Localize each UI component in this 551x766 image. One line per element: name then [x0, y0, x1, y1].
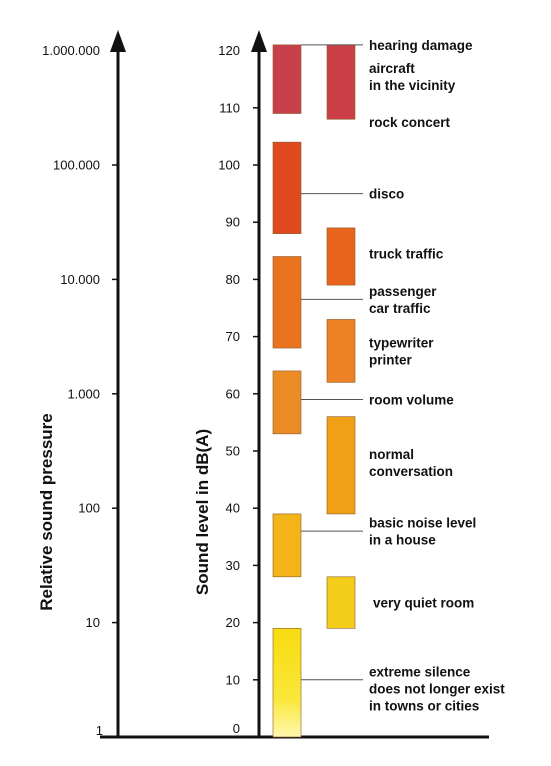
left-axis-title: Relative sound pressure [37, 413, 56, 610]
source-label: in towns or cities [369, 698, 479, 713]
source-label: aircraft [369, 61, 415, 76]
source-label: conversation [369, 464, 453, 479]
left-tick-label: 10.000 [60, 272, 100, 287]
right-tick-label: 50 [226, 444, 240, 459]
left-tick-label: 10 [86, 615, 100, 630]
source-label: disco [369, 187, 404, 202]
source-label: hearing damage [369, 38, 473, 53]
right-tick-label: 100 [218, 158, 240, 173]
left-axis-arrow [110, 30, 126, 52]
right-tick-label: 70 [226, 329, 240, 344]
pointer-lines [301, 44, 363, 681]
source-label: basic noise level [369, 516, 476, 531]
bar-disco [272, 141, 302, 234]
right-tick-label: 90 [226, 215, 240, 230]
source-label: normal [369, 447, 414, 462]
left-tick-label: 1.000 [67, 386, 100, 401]
right-tick-label: 20 [226, 615, 240, 630]
source-label: room volume [369, 393, 454, 408]
source-label: printer [369, 352, 413, 367]
bar-basic-noise-level-in-a-house [272, 513, 302, 578]
source-label: does not longer exist [369, 681, 505, 696]
bar-typewriter-printer [326, 319, 356, 383]
bar-truck-traffic [326, 227, 356, 286]
left-tick-label: 1.000.000 [42, 43, 100, 58]
left-axis-ticks: 1 10 100 1.000 10.000 100.000 1.000.000 [42, 43, 118, 738]
bar-passenger-car-traffic [272, 256, 302, 349]
left-tick-label: 100.000 [53, 158, 100, 173]
source-label: extreme silence [369, 664, 471, 679]
right-axis-arrow [251, 30, 267, 52]
source-label: car traffic [369, 301, 431, 316]
source-label: passenger [369, 284, 437, 299]
bar-extreme-silence-does-not-longer-exist-in-towns-or-cities [272, 628, 302, 738]
source-label: in the vicinity [369, 78, 456, 93]
sound-source-bars [272, 44, 356, 738]
source-label: in a house [369, 533, 436, 548]
source-label: truck traffic [369, 247, 444, 262]
bar-aircraft-in-the-vicinity [326, 44, 356, 120]
bar-room-volume [272, 370, 302, 435]
left-tick-label: 100 [78, 501, 100, 516]
bar-very-quiet-room [326, 576, 356, 629]
right-tick-label: 40 [226, 501, 240, 516]
source-label: very quiet room [373, 596, 474, 611]
right-tick-label: 30 [226, 558, 240, 573]
right-axis-ticks: 0 10 20 30 40 50 60 70 80 90 100 110 120 [218, 43, 259, 738]
right-tick-label: 110 [219, 100, 240, 115]
left-tick-label: 1 [96, 723, 103, 738]
right-axis-title: Sound level in dB(A) [193, 429, 212, 595]
bar-normal-conversation [326, 416, 356, 515]
right-tick-label: 80 [226, 272, 240, 287]
sound-source-labels: hearing damage aircraft in the vicinity roc… [369, 38, 505, 714]
source-label: typewriter [369, 335, 434, 350]
source-label: rock concert [369, 115, 451, 130]
right-tick-label: 10 [226, 672, 240, 687]
bar-hearing-damage [272, 44, 302, 114]
right-tick-label: 0 [233, 721, 240, 736]
right-tick-label: 120 [218, 43, 240, 58]
right-tick-label: 60 [226, 386, 240, 401]
